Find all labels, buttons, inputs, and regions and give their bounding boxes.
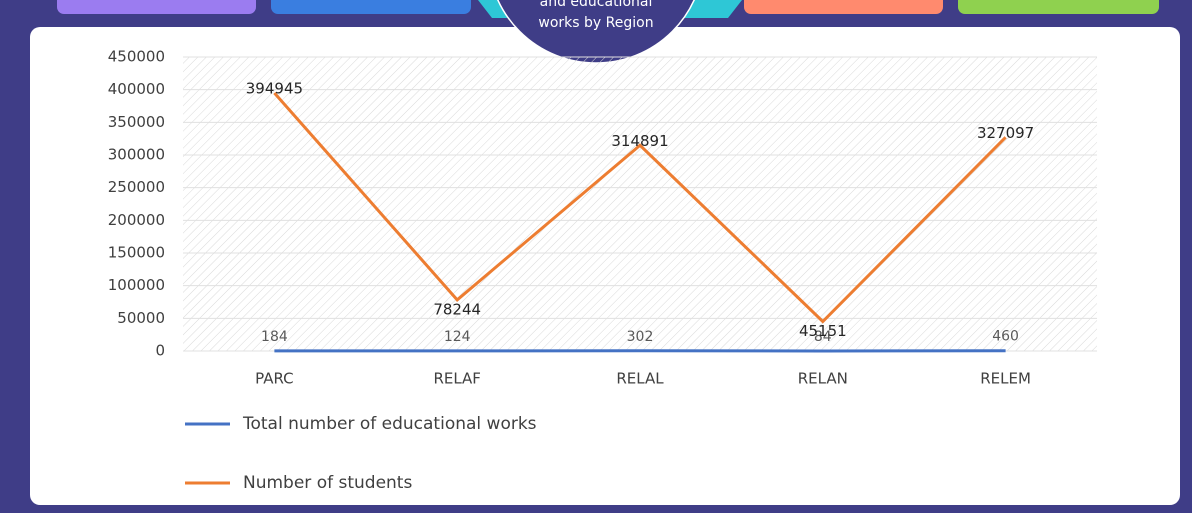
y-tick-label: 300000 [108,146,165,164]
chart-title: and educational [540,0,653,10]
y-tick-label: 100000 [108,276,165,294]
plot-area [183,57,1097,351]
data-label: 327097 [977,124,1034,142]
data-label: 302 [627,329,654,345]
tab [271,0,471,14]
data-label: 460 [992,329,1019,345]
y-tick-label: 200000 [108,211,165,229]
data-label: 394945 [246,79,303,97]
tab [958,0,1159,14]
x-tick-label: PARC [255,370,294,388]
legend-label: Total number of educational works [242,414,537,434]
data-label: 84 [814,329,832,345]
series-line [273,91,1007,324]
x-tick-label: RELAF [433,370,481,388]
y-tick-label: 400000 [108,80,165,98]
tab [57,0,256,14]
chart-title: works by Region [538,15,653,31]
data-label: 124 [444,329,471,345]
y-tick-label: 250000 [108,178,165,196]
y-tick-label: 350000 [108,113,165,131]
y-tick-label: 50000 [117,309,165,327]
x-tick-label: RELEM [980,370,1031,388]
y-tick-label: 450000 [108,48,165,66]
legend-label: Number of students [243,473,412,493]
y-tick-label: 150000 [108,244,165,262]
x-tick-label: RELAL [616,370,664,388]
data-label: 78244 [433,300,481,318]
tab [744,0,943,14]
data-label: 45151 [799,322,847,340]
data-label: 314891 [611,132,668,150]
x-tick-label: RELAN [798,370,848,388]
data-label: 184 [261,329,288,345]
y-tick-label: 0 [155,342,165,360]
